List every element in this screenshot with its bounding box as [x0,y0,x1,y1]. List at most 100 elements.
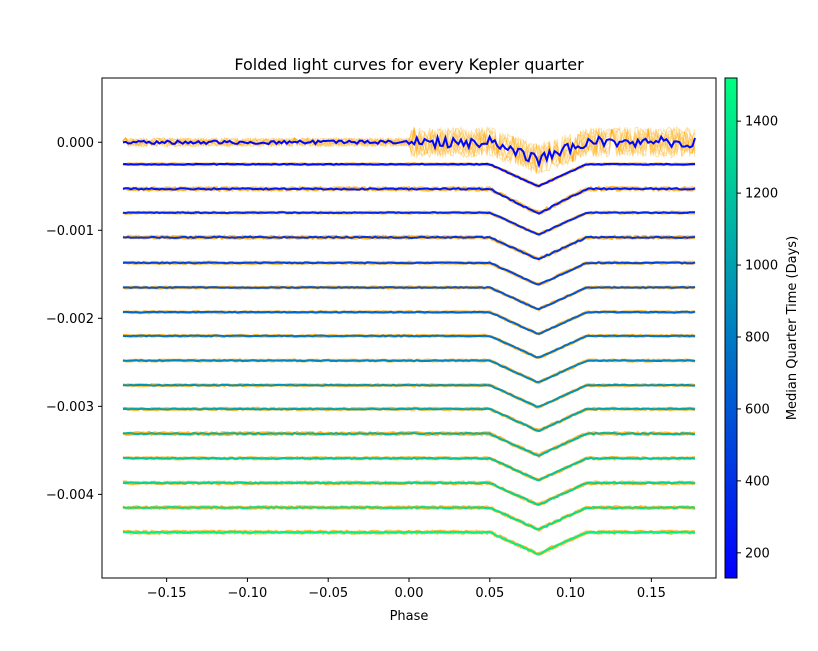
median-light-curve [122,505,696,531]
series [122,529,696,557]
series [122,309,696,336]
raw-light-curve [122,406,696,433]
median-light-curve [122,359,696,383]
series [122,480,696,507]
y-tick-label: −0.003 [46,400,94,415]
series [122,406,696,433]
y-tick-label: −0.002 [46,312,94,327]
raw-light-curve [122,504,695,532]
raw-light-curve [122,358,696,385]
median-light-curve [122,481,696,506]
raw-light-curve [122,285,696,312]
series [122,210,696,237]
raw-light-curve [122,210,696,237]
median-light-curve [122,310,696,335]
raw-light-curve [122,455,696,481]
raw-light-curve [122,358,696,384]
x-axis-label: Phase [390,609,429,624]
series [122,185,696,215]
median-light-curve [122,235,696,261]
series [122,260,696,287]
raw-light-curve [122,162,696,188]
y-axis: 0.000 −0.001 −0.002 −0.003 −0.004 [46,136,102,503]
raw-light-curve [122,285,696,311]
colorbar-tick-label: 1000 [745,259,778,274]
raw-light-curve [122,285,696,311]
raw-light-curve [122,127,696,171]
x-tick-label: −0.05 [308,586,348,601]
raw-light-curve [122,185,696,215]
raw-light-curve [122,285,696,312]
series [122,234,696,262]
x-tick-label: 0.15 [637,586,666,601]
x-axis: −0.15 −0.10 −0.05 0.00 0.05 0.10 0.15 [147,578,666,601]
median-light-curve [122,187,696,215]
x-tick-label: −0.10 [227,586,267,601]
raw-light-curve [122,406,696,432]
plot-frame [101,77,717,579]
colorbar-label: Median Quarter Time (Days) [785,236,800,420]
x-tick-label: −0.15 [147,586,187,601]
median-light-curve [122,211,695,236]
median-light-curve [122,162,696,188]
raw-light-curve [122,382,696,409]
colorbar-tick-label: 600 [745,402,770,417]
raw-light-curve [122,504,696,532]
raw-light-curve [122,333,696,360]
raw-light-curve [122,333,696,359]
median-light-curve [122,431,696,457]
median-light-curve [122,133,696,169]
series [122,285,696,312]
x-tick-label: 0.05 [475,586,504,601]
y-tick-label: −0.004 [46,488,94,503]
y-tick-label: 0.000 [57,136,94,151]
series [122,333,696,360]
raw-light-curve [122,333,696,359]
plot-area [101,77,717,579]
median-light-curve [122,286,696,311]
raw-light-curve [122,406,696,433]
raw-light-curve [122,333,696,359]
series [122,504,696,532]
colorbar-tick-label: 400 [745,474,770,489]
median-light-curve [122,383,695,408]
x-tick-label: 0.10 [556,586,585,601]
raw-light-curve [122,309,696,336]
raw-light-curve [122,358,696,384]
raw-light-curve [122,210,696,237]
series-layer [122,125,696,557]
raw-light-curve [122,382,696,409]
raw-light-curve [122,161,696,188]
colorbar-tick-label: 200 [745,546,770,561]
raw-light-curve [122,480,696,506]
raw-light-curve [122,382,696,409]
chart-title: Folded light curves for every Kepler qua… [234,55,584,74]
series [122,382,696,409]
series [122,358,696,385]
median-light-curve [122,456,696,482]
raw-light-curve [122,455,696,482]
raw-light-curve [122,383,696,409]
colorbar-tick-label: 1400 [745,115,778,130]
colorbar-tick-label: 800 [745,330,770,345]
colorbar-gradient [724,77,738,579]
raw-light-curve [122,309,696,336]
median-light-curve [122,334,696,359]
median-light-curve [122,261,696,286]
raw-light-curve [122,210,695,236]
raw-light-curve [122,210,696,236]
median-light-curve [122,407,696,433]
raw-light-curve [122,309,696,335]
raw-light-curve [122,358,696,385]
series [122,161,696,188]
series [122,455,696,482]
median-light-curve [123,530,696,556]
series [122,430,696,459]
y-tick-label: −0.001 [46,224,94,239]
raw-light-curve [122,161,696,187]
x-tick-label: 0.00 [395,586,424,601]
colorbar-ticks: 200 400 600 800 1000 1200 1400 [737,115,778,561]
colorbar: 200 400 600 800 1000 1200 1400 Median Quarter … [724,77,800,579]
raw-light-curve [122,455,695,482]
